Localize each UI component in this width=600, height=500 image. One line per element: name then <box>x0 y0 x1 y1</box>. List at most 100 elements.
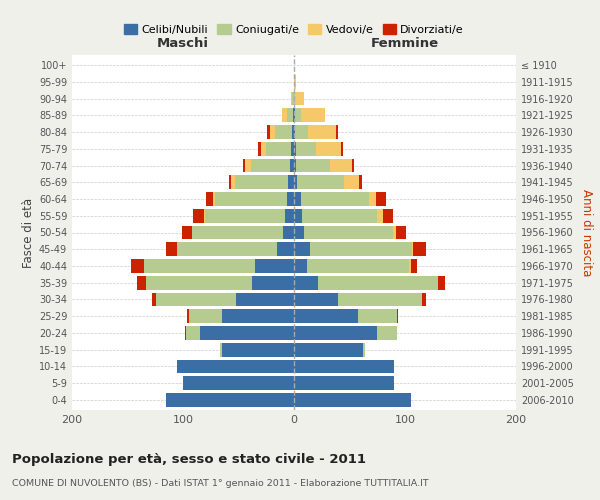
Text: Popolazione per età, sesso e stato civile - 2011: Popolazione per età, sesso e stato civil… <box>12 452 366 466</box>
Bar <box>296 142 316 156</box>
Legend: Celibi/Nubili, Coniugati/e, Vedovi/e, Divorziati/e: Celibi/Nubili, Coniugati/e, Vedovi/e, Di… <box>119 20 469 40</box>
Bar <box>137 276 146 289</box>
Bar <box>229 176 231 189</box>
Bar <box>205 209 285 222</box>
Text: Maschi: Maschi <box>157 37 209 50</box>
Bar <box>301 192 370 206</box>
Bar <box>146 276 252 289</box>
Bar <box>252 276 294 289</box>
Bar <box>152 292 157 306</box>
Bar <box>296 158 329 172</box>
Bar <box>245 158 251 172</box>
Bar <box>341 142 343 156</box>
Bar <box>187 326 200 340</box>
Bar <box>243 158 245 172</box>
Bar <box>144 259 255 273</box>
Bar <box>319 276 438 289</box>
Bar <box>294 176 298 189</box>
Bar <box>259 142 260 156</box>
Text: Femmine: Femmine <box>371 37 439 50</box>
Bar <box>295 125 308 139</box>
Bar <box>251 158 290 172</box>
Bar <box>275 125 292 139</box>
Bar <box>295 92 304 106</box>
Bar <box>294 75 296 88</box>
Bar <box>292 92 294 106</box>
Bar <box>289 176 294 189</box>
Bar <box>377 209 383 222</box>
Bar <box>294 393 410 407</box>
Bar <box>290 158 294 172</box>
Bar <box>294 158 296 172</box>
Bar <box>293 108 294 122</box>
Y-axis label: Anni di nascita: Anni di nascita <box>580 189 593 276</box>
Bar <box>376 192 386 206</box>
Bar <box>410 259 417 273</box>
Bar <box>260 142 266 156</box>
Bar <box>294 343 363 356</box>
Bar <box>192 226 283 239</box>
Bar <box>222 310 294 323</box>
Bar <box>183 376 294 390</box>
Bar <box>206 192 213 206</box>
Bar <box>266 142 290 156</box>
Bar <box>396 226 406 239</box>
Bar <box>231 176 235 189</box>
Bar <box>188 310 222 323</box>
Bar <box>204 209 205 222</box>
Bar <box>294 142 296 156</box>
Bar <box>294 259 307 273</box>
Bar <box>308 125 336 139</box>
Bar <box>294 292 338 306</box>
Bar <box>294 376 394 390</box>
Bar <box>222 343 294 356</box>
Bar <box>294 326 377 340</box>
Bar <box>236 292 294 306</box>
Bar <box>438 276 445 289</box>
Bar <box>409 259 410 273</box>
Bar <box>277 242 294 256</box>
Bar <box>393 226 396 239</box>
Bar <box>336 125 338 139</box>
Bar <box>377 326 397 340</box>
Bar <box>412 242 413 256</box>
Text: COMUNE DI NUVOLENTO (BS) - Dati ISTAT 1° gennaio 2011 - Elaborazione TUTTITALIA.: COMUNE DI NUVOLENTO (BS) - Dati ISTAT 1°… <box>12 479 428 488</box>
Bar <box>268 125 269 139</box>
Bar <box>294 92 295 106</box>
Bar <box>316 142 341 156</box>
Bar <box>255 259 294 273</box>
Bar <box>295 108 301 122</box>
Bar <box>307 259 409 273</box>
Bar <box>294 242 310 256</box>
Bar <box>358 310 397 323</box>
Bar <box>338 292 422 306</box>
Bar <box>294 192 301 206</box>
Bar <box>182 226 192 239</box>
Bar <box>344 176 359 189</box>
Bar <box>383 209 393 222</box>
Bar <box>294 310 358 323</box>
Bar <box>294 276 319 289</box>
Bar <box>287 192 294 206</box>
Bar <box>213 192 215 206</box>
Bar <box>187 310 188 323</box>
Bar <box>292 125 294 139</box>
Bar <box>215 192 287 206</box>
Bar <box>178 242 277 256</box>
Bar <box>193 209 204 222</box>
Bar <box>178 360 294 374</box>
Bar <box>363 343 365 356</box>
Bar <box>283 226 294 239</box>
Bar <box>285 209 294 222</box>
Bar <box>166 242 178 256</box>
Bar <box>294 226 304 239</box>
Bar <box>302 209 377 222</box>
Bar <box>294 209 302 222</box>
Bar <box>282 108 287 122</box>
Bar <box>310 242 412 256</box>
Bar <box>352 158 354 172</box>
Bar <box>131 259 144 273</box>
Bar <box>185 326 187 340</box>
Bar <box>294 108 295 122</box>
Bar <box>294 125 295 139</box>
